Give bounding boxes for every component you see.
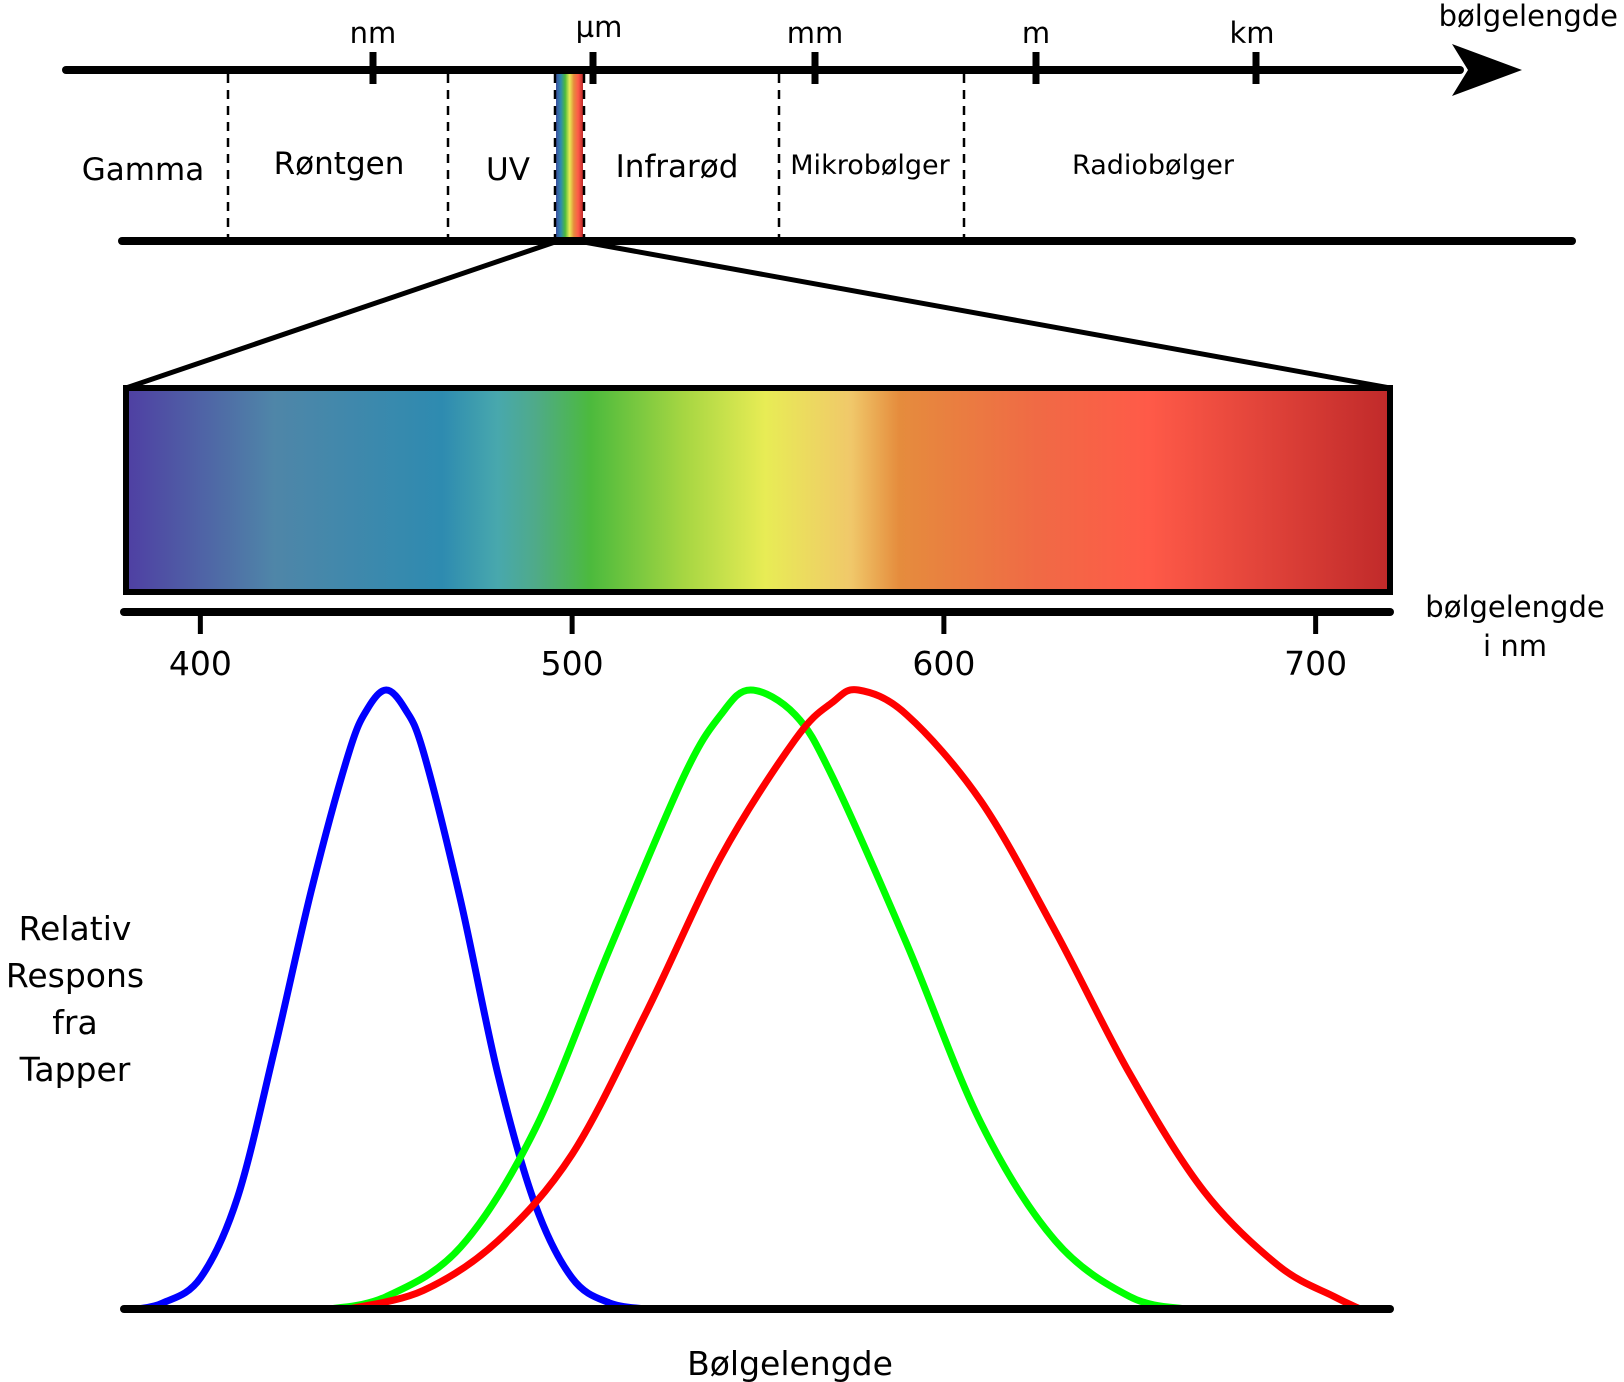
tick-label-mm: mm [787,16,844,50]
region-label-uv: UV [486,152,530,188]
chart-y-axis-label-line3: fra [52,1003,97,1042]
zoom-connector [125,239,1391,391]
visible-axis-label-line1: bølgelengde [1425,590,1604,624]
cone-response-chart: Bølgelengde Relativ Respons fra Tapper [6,686,1394,1382]
visible-axis-label-line2: i nm [1483,629,1547,663]
visible-strip [556,74,583,238]
response-curve [345,686,1364,1313]
em-spectrum: bølgelengde nm µm mm m km Gamma Røntgen … [62,0,1618,245]
tick-label-nm: nm [350,16,397,50]
em-axis-arrowhead [1452,44,1522,96]
chart-y-axis-label-line2: Respons [6,956,144,995]
chart-y-axis-label-line1: Relativ [19,909,132,948]
visible-axis-tick-label: 700 [1284,644,1347,683]
response-curve [327,686,1189,1313]
visible-axis-tick-label: 600 [912,644,975,683]
chart-x-axis-label: Bølgelengde [687,1344,893,1382]
region-label-rontgen: Røntgen [274,146,405,182]
region-label-mikrobolger: Mikrobølger [790,150,950,181]
region-label-infrarod: Infrarød [616,149,739,185]
region-label-radiobolger: Radiobølger [1072,150,1235,181]
visible-axis-ticks: 400 500 600 700 [169,612,1347,683]
chart-y-axis-label-line4: Tapper [19,1050,131,1089]
em-axis-label: bølgelengde [1439,0,1618,33]
zoom-line-left [125,239,556,391]
visible-axis-tick-label: 400 [169,644,232,683]
response-curves [133,686,1364,1313]
zoom-line-right [583,239,1391,391]
visible-spectrum-bar [123,385,1393,595]
tick-label-um: µm [576,10,623,44]
region-label-gamma: Gamma [82,152,204,188]
visible-axis-tick-label: 500 [541,644,604,683]
tick-label-km: km [1229,16,1274,50]
response-curve [133,686,650,1313]
visible-spectrum: 400 500 600 700 bølgelengde i nm [120,385,1605,683]
tick-label-m: m [1022,16,1050,50]
